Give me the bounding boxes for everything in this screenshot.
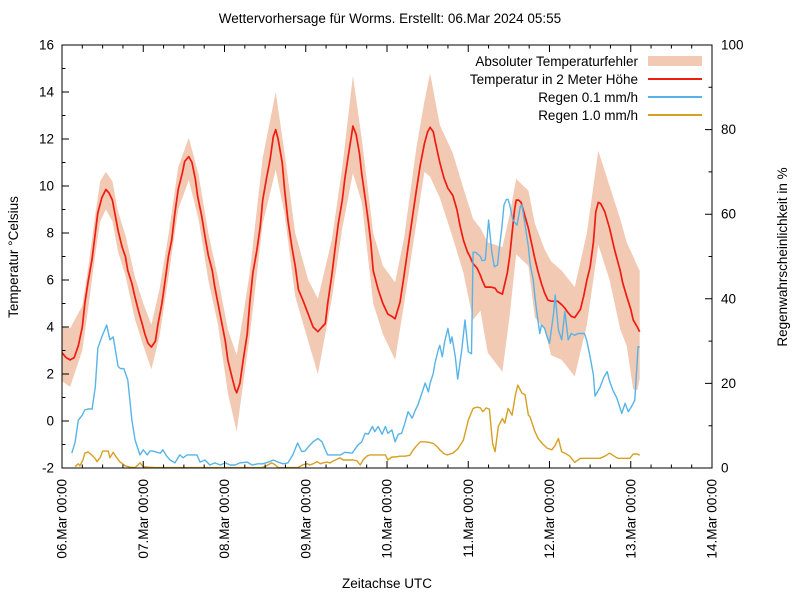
x-tick-label: 11.Mar 00:00: [461, 479, 476, 558]
legend-row: Regen 1.0 mm/h: [282, 106, 702, 124]
x-tick-label: 13.Mar 00:00: [623, 479, 638, 559]
y-tick-label: 8: [46, 226, 54, 241]
y-axis-label: Temperatur °Celsius: [6, 196, 21, 318]
y2-tick-label: 0: [721, 461, 729, 476]
legend-row: Temperatur in 2 Meter Höhe: [282, 70, 702, 88]
legend-label: Regen 1.0 mm/h: [538, 107, 638, 123]
y2-tick-label: 100: [721, 38, 744, 53]
legend-label: Regen 0.1 mm/h: [538, 89, 638, 105]
y-tick-labels: -2 0 2 4 6 8 10 12 14 16: [39, 38, 55, 476]
rain-01-line: [71, 198, 641, 466]
x-tick-label: 09.Mar 00:00: [298, 479, 313, 559]
x-tick-labels: 06.Mar 00:00 07.Mar 00:00 08.Mar 00:00 09.M…: [55, 479, 720, 559]
legend: Absoluter Temperaturfehler Temperatur in …: [282, 52, 702, 124]
y2-tick-labels: 0 20 40 60 80 100: [721, 38, 744, 476]
x-tick-label: 14.Mar 00:00: [705, 479, 720, 559]
y-tick-label: 16: [39, 38, 54, 53]
legend-label: Absoluter Temperaturfehler: [475, 53, 638, 69]
temperature-error-band-area: [62, 73, 640, 432]
plot-frame-and-ticks: [61, 44, 713, 469]
rain-10-line: [74, 384, 641, 469]
y-tick-label: 12: [39, 132, 54, 147]
legend-band-sample: [648, 56, 702, 66]
y-tick-label: -2: [42, 461, 54, 476]
x-tick-label: 08.Mar 00:00: [217, 479, 232, 559]
chart-title: Wettervorhersage für Worms. Erstellt: 06…: [218, 11, 562, 26]
y2-tick-label: 80: [721, 122, 736, 137]
y-tick-label: 14: [39, 85, 55, 100]
legend-line-sample: [648, 77, 702, 81]
y2-axis-label: Regenwahrscheinlichkeit in %: [775, 167, 790, 347]
y2-tick-label: 20: [721, 376, 736, 391]
y-tick-label: 4: [46, 320, 54, 335]
y-tick-label: 2: [46, 367, 54, 382]
temperature-line: [61, 125, 641, 394]
y-tick-label: 10: [39, 179, 54, 194]
temperature-error-band: [62, 73, 640, 432]
axis-ticks: [61, 44, 713, 469]
y2-tick-label: 60: [721, 207, 736, 222]
legend-label: Temperatur in 2 Meter Höhe: [469, 71, 638, 87]
x-tick-label: 10.Mar 00:00: [380, 479, 395, 559]
x-tick-label: 12.Mar 00:00: [542, 479, 557, 559]
x-axis-label: Zeitachse UTC: [341, 576, 433, 591]
x-tick-label: 07.Mar 00:00: [136, 479, 151, 559]
y-tick-label: 6: [46, 273, 54, 288]
y2-tick-label: 40: [721, 291, 736, 306]
legend-row: Absoluter Temperaturfehler: [282, 52, 702, 70]
legend-line-sample: [648, 113, 702, 117]
series-lines: [61, 125, 641, 469]
x-tick-label: 06.Mar 00:00: [55, 479, 70, 559]
legend-line-sample: [648, 95, 702, 99]
legend-row: Regen 0.1 mm/h: [282, 88, 702, 106]
y-tick-label: 0: [46, 414, 54, 429]
